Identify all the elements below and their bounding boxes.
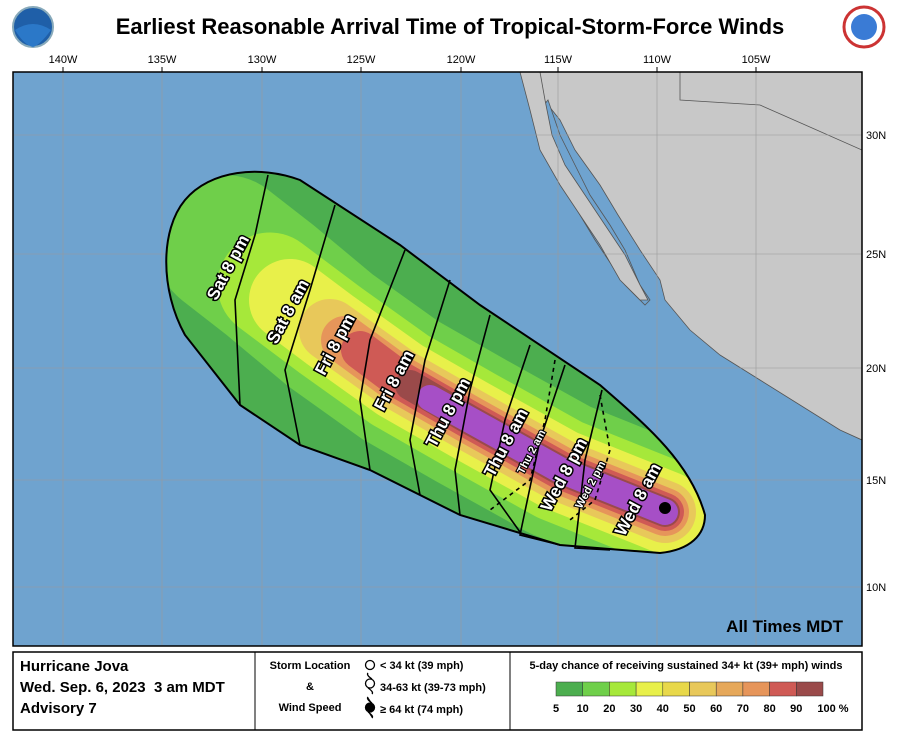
scale-label: 50 <box>683 703 695 715</box>
legend-item: < 34 kt (39 mph) <box>380 660 464 672</box>
longitude-label: 125W <box>347 54 376 66</box>
scale-label: 10 <box>577 703 589 715</box>
scale-swatch <box>796 681 824 697</box>
scale-label: 5 <box>553 703 559 715</box>
scale-swatch <box>715 681 744 697</box>
timezone-note: All Times MDT <box>726 617 843 636</box>
scale-swatch <box>609 681 637 697</box>
border-line <box>679 72 862 151</box>
latitude-label: 30N <box>866 130 886 142</box>
scale-swatch <box>662 681 690 697</box>
scale-swatch <box>635 681 664 697</box>
symbol-storm <box>364 672 376 695</box>
longitude-label: 130W <box>248 54 277 66</box>
scale-label: 40 <box>657 703 669 715</box>
scale-label: 20 <box>603 703 615 715</box>
title: Earliest Reasonable Arrival Time of Trop… <box>116 14 785 39</box>
latitude-label: 25N <box>866 249 886 261</box>
baja-california <box>519 72 649 301</box>
nws-logo-inner <box>851 14 877 40</box>
scale-label: 60 <box>710 703 722 715</box>
map-frame <box>12 71 863 647</box>
scale-label: 70 <box>737 703 749 715</box>
legend-title: Storm Location <box>270 660 351 672</box>
legend-subtitle: Wind Speed <box>279 702 342 714</box>
longitude-label: 105W <box>742 54 771 66</box>
symbol-hurricane <box>364 696 376 719</box>
scale-swatch <box>555 681 583 697</box>
scale-label: 30 <box>630 703 642 715</box>
storm-symbol <box>659 502 671 514</box>
cone-bands <box>166 175 705 553</box>
advisory-number: Advisory 7 <box>20 700 97 717</box>
footer-box <box>12 651 863 731</box>
scale-title: 5-day chance of receiving sustained 34+ … <box>530 660 843 672</box>
storm-name: Hurricane Jova <box>20 658 129 675</box>
scale-swatch <box>742 681 770 697</box>
scale-label: 100 % <box>817 703 848 715</box>
longitude-label: 120W <box>447 54 476 66</box>
longitude-label: 140W <box>49 54 78 66</box>
noaa-logo-wave <box>15 24 51 47</box>
legend-item: ≥ 64 kt (74 mph) <box>380 704 463 716</box>
scale-swatch <box>689 681 717 697</box>
legend-joiner: & <box>306 681 314 693</box>
symbol-weak <box>364 659 376 671</box>
isochrones <box>234 174 611 551</box>
advisory-date: Wed. Sep. 6, 2023 3 am MDT <box>20 679 225 696</box>
scale-label: 80 <box>763 703 775 715</box>
scale-label: 90 <box>790 703 802 715</box>
scale-swatch <box>769 681 797 697</box>
latitude-label: 15N <box>866 475 886 487</box>
legend-item: 34-63 kt (39-73 mph) <box>380 682 486 694</box>
latitude-label: 20N <box>866 363 886 375</box>
longitude-label: 110W <box>643 54 672 66</box>
longitude-label: 135W <box>148 54 177 66</box>
latitude-label: 10N <box>866 582 886 594</box>
scale-swatch <box>582 681 610 697</box>
longitude-label: 115W <box>544 54 573 66</box>
mainland <box>519 72 862 441</box>
